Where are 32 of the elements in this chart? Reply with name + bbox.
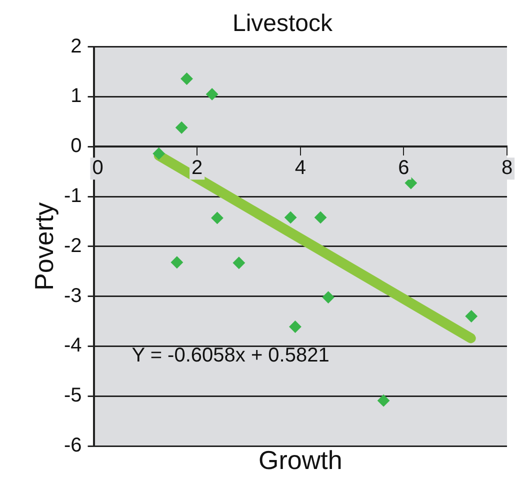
x-tick-label: 8	[501, 157, 513, 180]
point	[170, 256, 183, 268]
point	[404, 177, 417, 190]
x-tick-label: 6	[398, 157, 410, 180]
y-tick-label: 1	[70, 85, 82, 108]
point	[378, 394, 390, 407]
point	[211, 212, 224, 224]
point	[206, 88, 218, 100]
x-tick-label: 2	[192, 157, 203, 180]
y-tick-label: 0	[70, 135, 82, 158]
chart-title: Livestock	[232, 10, 334, 38]
x-tick-label: 0	[92, 157, 104, 180]
point	[289, 320, 302, 333]
y-tick-label: -4	[64, 334, 82, 357]
x-tick-label: 4	[294, 157, 306, 180]
point	[465, 310, 478, 322]
y-tick-label: -3	[64, 284, 82, 307]
y-tick-label: -6	[64, 434, 82, 457]
point	[284, 211, 297, 224]
point	[322, 291, 334, 304]
y-tick-label: -5	[64, 384, 82, 407]
point	[314, 211, 327, 224]
point	[232, 256, 245, 269]
y-tick-label: 2	[70, 35, 82, 58]
y-axis-title: Poverty	[28, 202, 59, 290]
point	[152, 148, 165, 160]
point	[176, 122, 188, 134]
y-tick-label: -2	[64, 234, 82, 257]
point	[180, 72, 193, 85]
annotation: Y = -0.6058x + 0.5821	[132, 344, 330, 367]
y-tick-label: -1	[64, 185, 82, 208]
x-axis-title: Growth	[258, 445, 342, 476]
